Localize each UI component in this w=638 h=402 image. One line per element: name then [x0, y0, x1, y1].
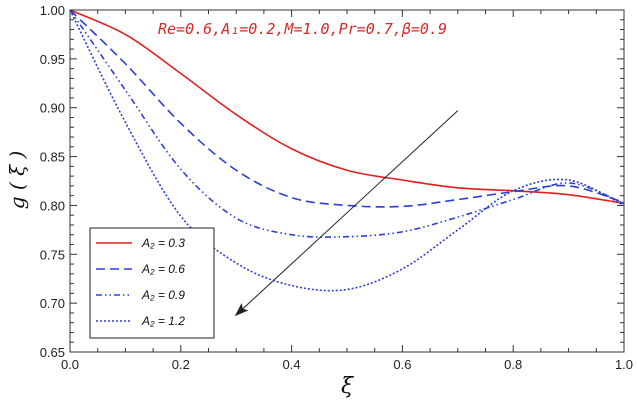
legend-label-2: A₂ = 0.6	[141, 262, 185, 276]
x-tick-label: 1.0	[615, 357, 633, 372]
series-line-4	[69, 9, 625, 292]
x-tick-label: 0.0	[61, 357, 79, 372]
legend-label-1: A₂ = 0.3	[141, 236, 185, 250]
y-tick-label: 0.70	[40, 296, 65, 311]
y-axis-label: g ( ξ )	[5, 151, 29, 210]
x-tick-label: 0.8	[504, 357, 522, 372]
y-tick-label: 0.80	[40, 198, 65, 213]
x-tick-label: 0.2	[172, 357, 190, 372]
legend-label-4: A₂ = 1.2	[141, 314, 185, 328]
x-tick-label: 0.6	[393, 357, 411, 372]
trend-arrow	[234, 110, 459, 317]
y-tick-label: 0.75	[40, 247, 65, 262]
axis-ticks: 0.0 0.2 0.4 0.6 0.8 1.0 0.65 0.70 0.75 0.80 0.85 0.…	[40, 3, 633, 372]
y-tick-label: 0.95	[40, 52, 65, 67]
plot-lines	[69, 9, 625, 292]
x-tick-label: 0.4	[283, 357, 301, 372]
series-line-1	[69, 9, 625, 205]
legend-label-3: A₂ = 0.9	[141, 288, 185, 302]
x-axis-label: ξ	[341, 374, 355, 399]
legend: A₂ = 0.3 A₂ = 0.6 A₂ = 0.9 A₂ = 1.2	[89, 227, 215, 339]
parameter-annotation: Re=0.6,A₁=0.2,M=1.0,Pr=0.7,β=0.9	[158, 20, 447, 38]
legend-box	[89, 227, 215, 339]
y-tick-label: 0.90	[40, 101, 65, 116]
y-tick-label: 0.65	[40, 345, 65, 360]
y-tick-label: 1.00	[40, 3, 65, 18]
y-tick-label: 0.85	[40, 150, 65, 165]
series-line-2	[69, 9, 625, 208]
